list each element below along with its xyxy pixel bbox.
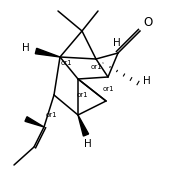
Text: or1: or1 bbox=[102, 86, 114, 92]
Text: or1: or1 bbox=[90, 64, 102, 70]
Text: H: H bbox=[113, 38, 121, 48]
Text: O: O bbox=[143, 16, 152, 29]
Text: H: H bbox=[84, 139, 92, 149]
Polygon shape bbox=[78, 115, 89, 136]
Text: or1: or1 bbox=[46, 112, 58, 118]
Text: H: H bbox=[143, 76, 151, 86]
Polygon shape bbox=[35, 48, 60, 57]
Text: or1: or1 bbox=[76, 92, 88, 98]
Polygon shape bbox=[25, 117, 44, 127]
Text: H: H bbox=[22, 43, 30, 53]
Text: or1: or1 bbox=[60, 60, 72, 66]
